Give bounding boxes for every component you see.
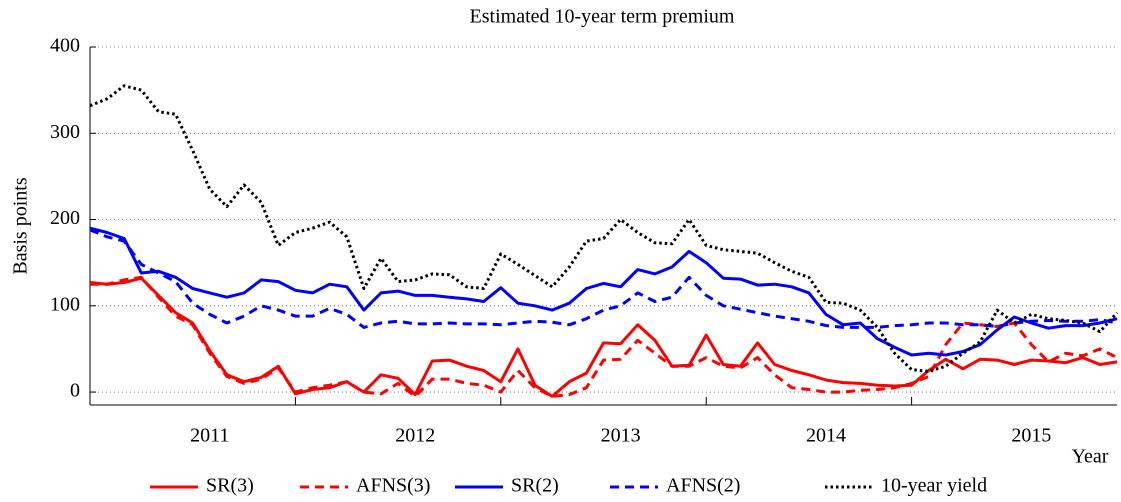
y-tick-label: 100 [50, 293, 80, 315]
x-tick-label: 2015 [1011, 425, 1051, 447]
legend-label: AFNS(2) [666, 475, 740, 497]
x-tick-label: 2011 [190, 425, 229, 447]
series-line [90, 275, 1118, 398]
y-tick-label: 200 [50, 207, 80, 229]
series-line [89, 84, 1119, 373]
y-axis-label: Basis points [10, 177, 32, 274]
series-line [89, 228, 1118, 329]
x-tick-label: 2013 [601, 425, 641, 447]
legend-label: SR(3) [206, 475, 254, 497]
y-tick-label: 400 [50, 35, 80, 57]
legend-label: AFNS(3) [356, 475, 430, 497]
y-tick-label: 300 [50, 121, 80, 143]
series-line [89, 226, 1118, 357]
chart-title: Estimated 10-year term premium [470, 6, 735, 28]
x-axis-label: Year [1072, 446, 1109, 468]
series-line [89, 276, 1118, 398]
y-tick-label: 0 [70, 380, 80, 402]
legend-label: 10-year yield [881, 475, 987, 497]
x-tick-label: 2014 [806, 425, 846, 447]
legend-label: SR(2) [511, 475, 559, 497]
x-tick-label: 2012 [395, 425, 435, 447]
